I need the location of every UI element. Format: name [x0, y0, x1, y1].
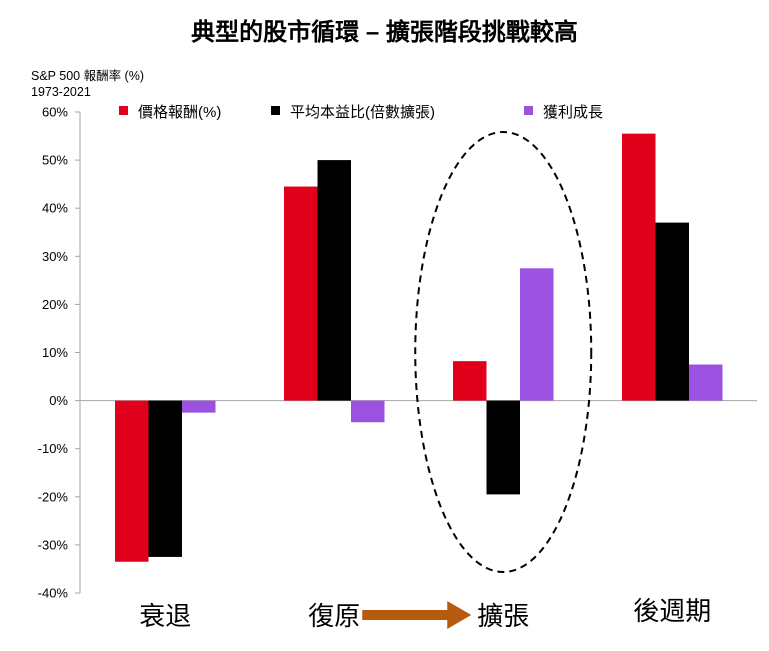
- bar-4-series-2: [655, 222, 689, 401]
- y-tick-label: -30%: [38, 537, 69, 552]
- highlight-ellipse: [414, 131, 593, 573]
- y-tick-label: 50%: [42, 153, 68, 168]
- arrow-head: [447, 601, 472, 629]
- bar-3-series-2: [486, 400, 520, 495]
- y-tick-label: 40%: [42, 201, 68, 216]
- bar-1-series-3: [182, 400, 216, 413]
- bar-3-series-1: [453, 361, 487, 401]
- category-label: 復原: [308, 601, 360, 631]
- legend-label-1: 價格報酬(%): [138, 104, 221, 121]
- bar-2-series-1: [284, 186, 318, 401]
- y-tick-label: 10%: [42, 345, 68, 360]
- y-tick-label: -20%: [38, 489, 69, 504]
- bar-2-series-2: [317, 160, 351, 401]
- y-tick-label: 0%: [49, 393, 68, 408]
- legend-swatch-1: [119, 106, 128, 115]
- y-axis-label-line-2: 1973-2021: [31, 85, 91, 99]
- bar-1-series-1: [115, 400, 149, 562]
- legend-swatch-2: [271, 106, 280, 115]
- y-tick-label: 30%: [42, 249, 68, 264]
- legend-swatch-3: [524, 106, 533, 115]
- y-axis-label-line-1: S&P 500 報酬率 (%): [31, 69, 145, 83]
- category-label: 擴張: [477, 601, 529, 631]
- y-tick-label: 60%: [42, 105, 68, 120]
- category-label: 衰退: [139, 601, 191, 631]
- category-label: 後週期: [633, 596, 711, 626]
- chart-title: 典型的股市循環 – 擴張階段挑戰較高: [191, 19, 578, 46]
- legend-label-2: 平均本益比(倍數擴張): [290, 104, 435, 121]
- y-tick-label: 20%: [42, 297, 68, 312]
- y-axis-label: S&P 500 報酬率 (%) 1973-2021: [31, 68, 144, 100]
- y-tick-label: -10%: [38, 441, 69, 456]
- bar-1-series-2: [148, 400, 182, 557]
- bar-2-series-3: [351, 400, 385, 423]
- bar-4-series-1: [622, 133, 656, 401]
- y-tick-label: -40%: [38, 586, 69, 601]
- bar-4-series-3: [689, 364, 723, 401]
- legend-label-3: 獲利成長: [543, 104, 603, 121]
- bar-3-series-3: [520, 268, 554, 401]
